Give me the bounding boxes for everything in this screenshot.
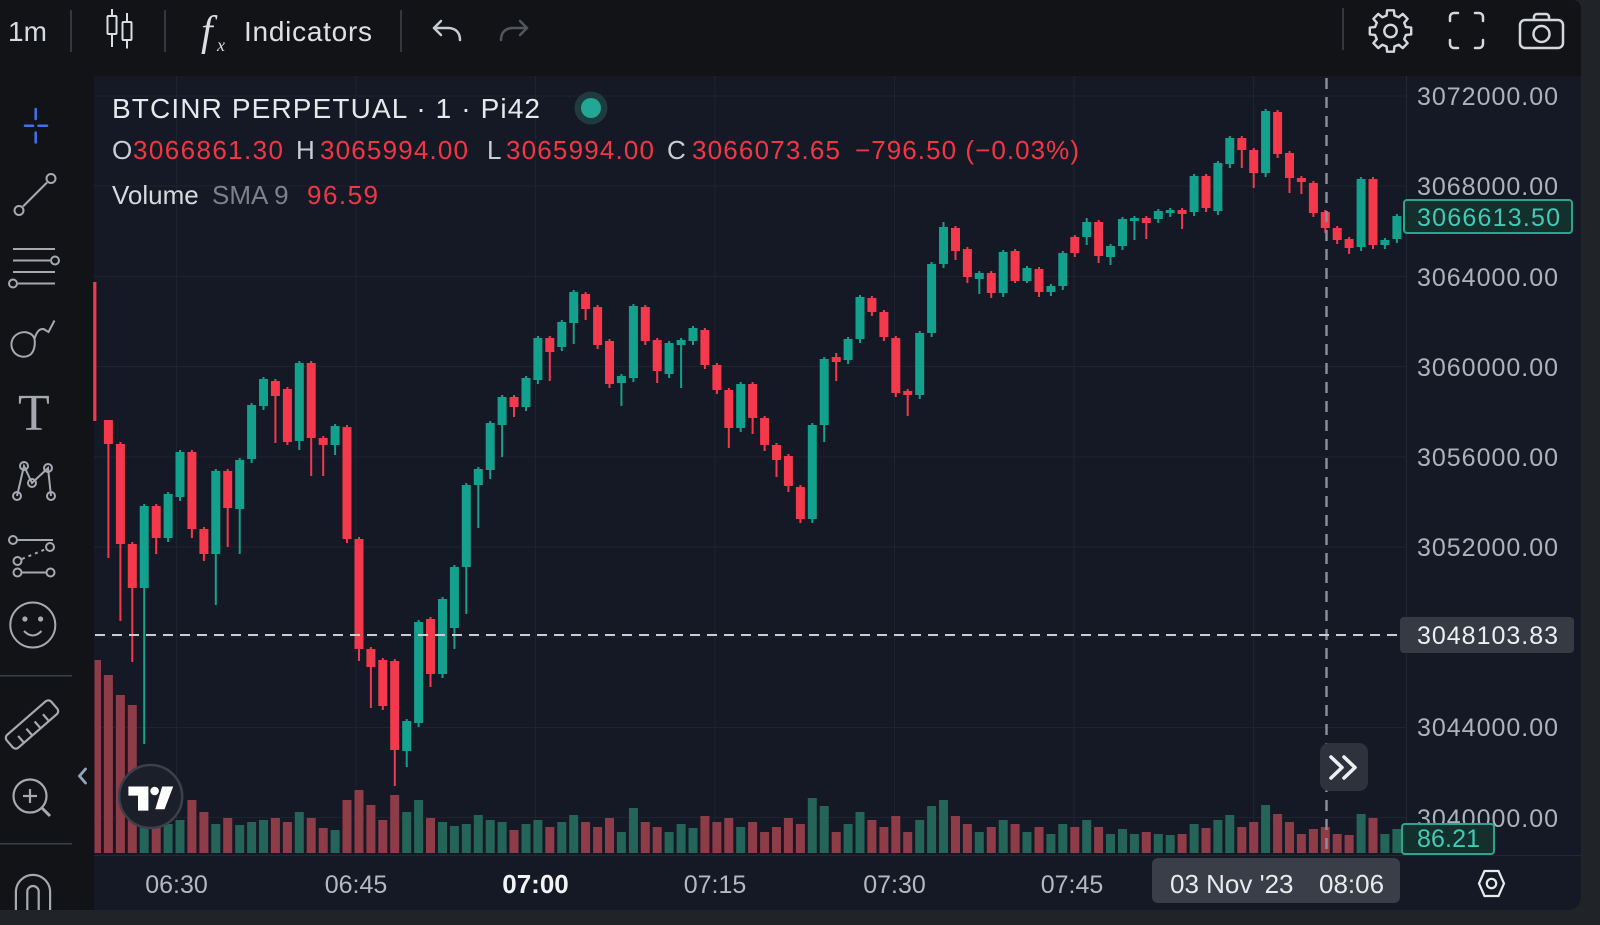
svg-text:03 Nov '23: 03 Nov '23 [1170,869,1294,899]
svg-text:H: H [296,135,315,165]
svg-text:Volume: Volume [112,180,199,210]
svg-text:−796.50 (−0.03%): −796.50 (−0.03%) [855,135,1079,165]
svg-text:07:30: 07:30 [863,871,926,899]
svg-text:86.21: 86.21 [1417,825,1480,853]
svg-text:08:06: 08:06 [1319,869,1384,899]
svg-text:3068000.00: 3068000.00 [1417,173,1558,201]
svg-text:L: L [487,135,501,165]
svg-text:3065994.00: 3065994.00 [320,135,468,165]
svg-text:3066073.65: 3066073.65 [692,135,840,165]
svg-text:3048103.83: 3048103.83 [1417,622,1558,650]
svg-text:07:00: 07:00 [502,869,569,899]
svg-text:3072000.00: 3072000.00 [1417,83,1558,111]
svg-text:3065994.00: 3065994.00 [506,135,654,165]
svg-text:BTCINR PERPETUAL · 1 · Pi42: BTCINR PERPETUAL · 1 · Pi42 [112,93,540,124]
svg-text:06:30: 06:30 [145,871,208,899]
svg-text:x: x [216,35,225,55]
svg-text:f: f [201,9,218,55]
svg-text:SMA 9: SMA 9 [212,180,289,210]
svg-text:3044000.00: 3044000.00 [1417,714,1558,742]
svg-text:Indicators: Indicators [244,16,372,47]
svg-text:07:15: 07:15 [684,871,747,899]
svg-text:96.59: 96.59 [307,180,378,210]
svg-text:3064000.00: 3064000.00 [1417,264,1558,292]
svg-text:1m: 1m [8,16,47,47]
svg-text:3052000.00: 3052000.00 [1417,534,1558,562]
svg-text:3066861.30: 3066861.30 [133,135,283,165]
svg-text:06:45: 06:45 [325,871,388,899]
svg-text:C: C [667,135,686,165]
svg-text:3060000.00: 3060000.00 [1417,354,1558,382]
svg-text:3056000.00: 3056000.00 [1417,444,1558,472]
svg-text:O: O [112,135,132,165]
svg-text:3066613.50: 3066613.50 [1417,204,1560,232]
svg-text:07:45: 07:45 [1041,871,1104,899]
svg-text:T: T [18,385,50,442]
